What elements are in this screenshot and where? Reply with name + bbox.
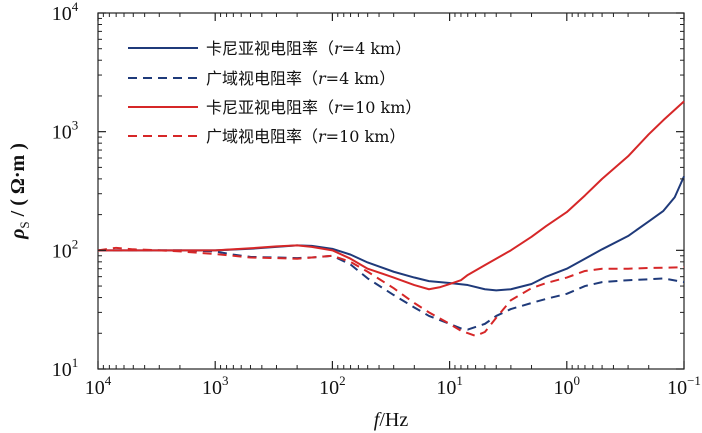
x-axis-ticks: 104 103 102 101 100 10−1	[85, 13, 701, 399]
series-line-1	[98, 175, 685, 292]
y-tick-label: 101	[52, 355, 79, 381]
x-tick-label: 103	[202, 373, 229, 399]
y-axis-label: ρS / ( Ω·m )	[7, 143, 32, 240]
y-axis-ticks: 101 102 103 104	[52, 0, 684, 381]
plot-frame	[97, 12, 685, 370]
series-line-2	[98, 249, 685, 331]
legend-label-4: 广域视电阻率（r=10 km）	[206, 127, 405, 146]
y-tick-label: 102	[52, 236, 79, 262]
legend-label-3: 卡尼亚视电阻率（r=10 km）	[206, 98, 421, 117]
series-layer	[97, 100, 685, 337]
y-tick-label: 103	[52, 118, 79, 144]
x-tick-label: 101	[436, 373, 463, 399]
plot-border	[97, 12, 685, 370]
series-line-4	[97, 246, 685, 337]
series-line-3	[98, 100, 685, 291]
y-tick-label: 104	[52, 0, 79, 25]
legend-label-1: 卡尼亚视电阻率（r=4 km）	[206, 39, 411, 58]
x-tick-label: 102	[319, 373, 346, 399]
x-axis-label: f/Hz	[374, 409, 409, 431]
x-tick-label: 10−1	[667, 373, 701, 399]
x-tick-label: 104	[85, 373, 112, 399]
x-tick-label: 100	[554, 373, 581, 399]
legend: 卡尼亚视电阻率（r=4 km） 广域视电阻率（r=4 km） 卡尼亚视电阻率（r=1…	[128, 39, 421, 146]
legend-label-2: 广域视电阻率（r=4 km）	[206, 69, 395, 88]
